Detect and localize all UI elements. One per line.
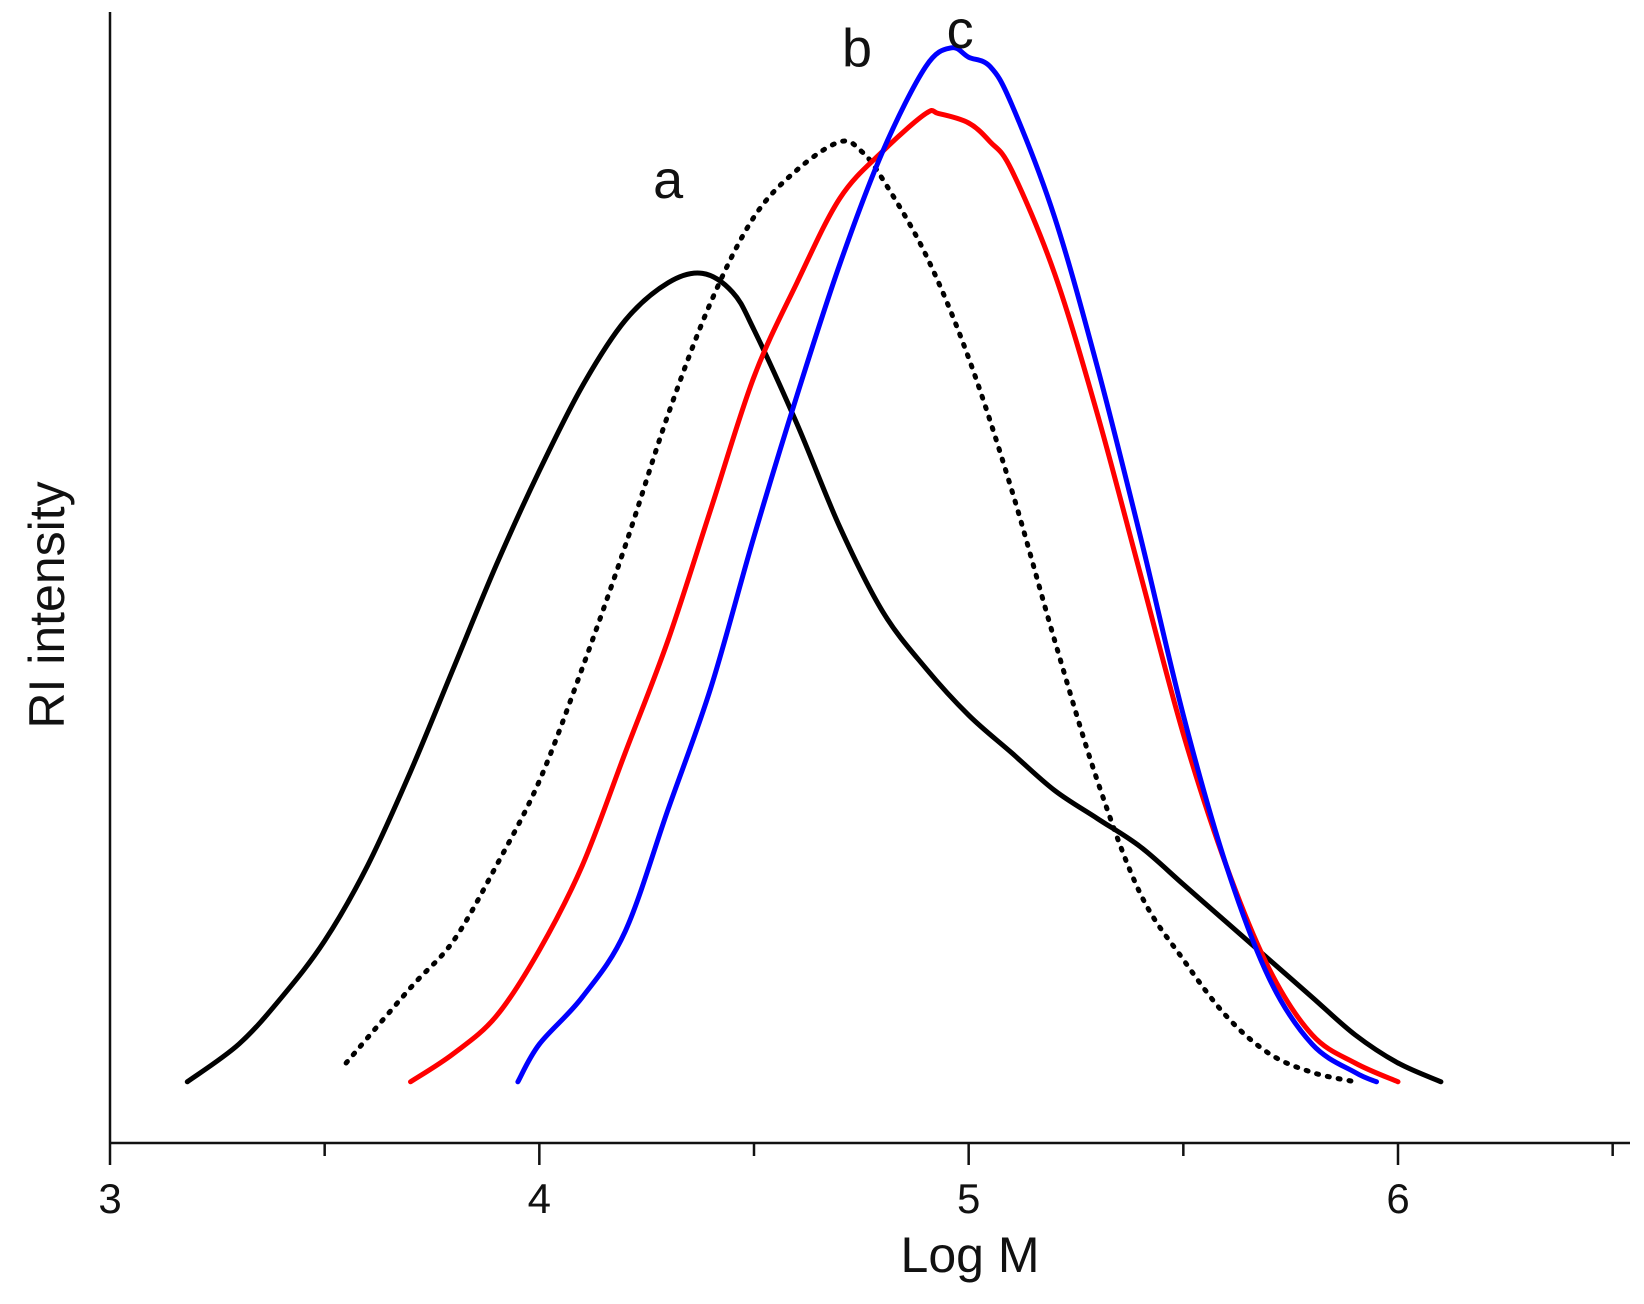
series-line-d — [515, 45, 1380, 1085]
x-axis-label: Log M — [901, 1227, 1040, 1283]
x-tick-label-4: 4 — [528, 1175, 551, 1222]
curve-label-c: c — [947, 0, 974, 60]
x-tick-label-5: 5 — [957, 1175, 980, 1222]
series-group — [184, 45, 1444, 1085]
x-tick-label-3: 3 — [98, 1175, 121, 1222]
x-major-ticks — [108, 1143, 1400, 1165]
series-line-a — [184, 270, 1444, 1085]
x-minor-ticks — [323, 1143, 1614, 1156]
curve-labels: abcd — [653, 0, 974, 210]
series-line-b — [343, 138, 1358, 1085]
y-axis-label: RI intensity — [19, 481, 75, 728]
curve-label-b: b — [842, 19, 872, 79]
curve-label-a: a — [653, 150, 684, 210]
x-tick-label-6: 6 — [1386, 1175, 1409, 1222]
x-tick-labels: 3 4 5 6 — [98, 1175, 1409, 1222]
